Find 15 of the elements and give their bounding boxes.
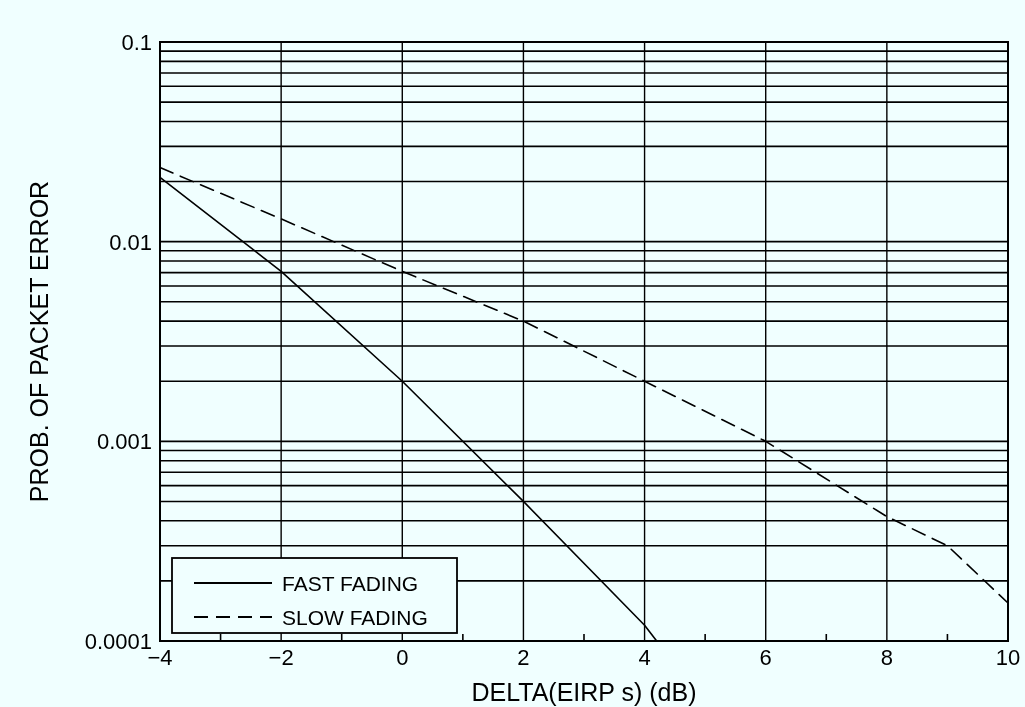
y-tick-label: 0.0001 xyxy=(84,629,152,654)
x-tick-label: −2 xyxy=(268,645,294,670)
x-tick-label: 0 xyxy=(396,645,409,670)
legend-label: FAST FADING xyxy=(282,572,419,595)
y-tick-label: 0.001 xyxy=(96,429,152,455)
x-tick-label: 6 xyxy=(759,645,772,670)
y-tick-label: 0.01 xyxy=(109,229,152,255)
x-axis-title: DELTA(EIRP s) (dB) xyxy=(471,678,697,706)
x-tick-label: 4 xyxy=(638,645,651,670)
x-tick-label: 2 xyxy=(517,645,530,670)
x-tick-label: 8 xyxy=(880,645,893,670)
legend-label: SLOW FADING xyxy=(282,606,428,629)
y-tick-label: 0.1 xyxy=(121,30,152,55)
x-tick-label: 10 xyxy=(995,645,1021,670)
y-axis-title: PROB. OF PACKET ERROR xyxy=(25,180,53,503)
